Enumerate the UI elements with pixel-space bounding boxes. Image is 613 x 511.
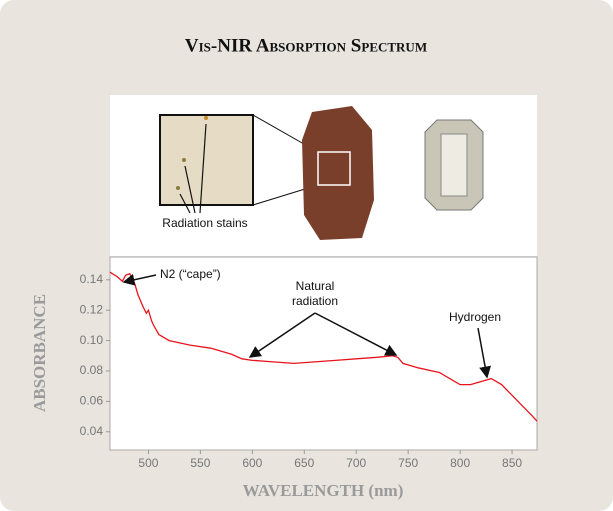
inset-image: [160, 115, 253, 205]
y-tick-label: 0.10: [80, 333, 104, 347]
stain: [204, 116, 208, 120]
y-tick-label: 0.08: [80, 363, 104, 377]
rough-stone: [302, 106, 374, 240]
chart: Vis-NIR Absorption Spectrum Radiation st…: [0, 0, 613, 511]
x-tick-label: 600: [242, 456, 262, 470]
annotation: Natural radiation: [280, 279, 350, 309]
y-tick-label: 0.14: [80, 272, 104, 286]
image-label: Radiation stains: [162, 216, 247, 230]
x-tick-label: 750: [398, 456, 418, 470]
y-tick-label: 0.12: [80, 302, 104, 316]
y-axis-title: ABSORBANCE: [30, 294, 49, 412]
y-tick-label: 0.06: [80, 394, 104, 408]
annotation: N2 (“cape”): [160, 267, 221, 281]
x-tick-label: 850: [502, 456, 522, 470]
diamond-table: [441, 134, 467, 196]
y-tick-label: 0.04: [80, 424, 104, 438]
x-axis-title: WAVELENGTH (nm): [243, 481, 404, 500]
chart-title: Vis-NIR Absorption Spectrum: [185, 35, 427, 56]
x-tick-label: 700: [346, 456, 366, 470]
x-tick-label: 500: [138, 456, 158, 470]
x-tick-label: 550: [190, 456, 210, 470]
stain: [176, 186, 180, 190]
x-tick-label: 650: [294, 456, 314, 470]
page: {"chart_data": {"type": "line", "title":…: [0, 0, 613, 511]
x-tick-label: 800: [450, 456, 470, 470]
annotation: Hydrogen: [449, 310, 501, 324]
stain: [182, 158, 186, 162]
